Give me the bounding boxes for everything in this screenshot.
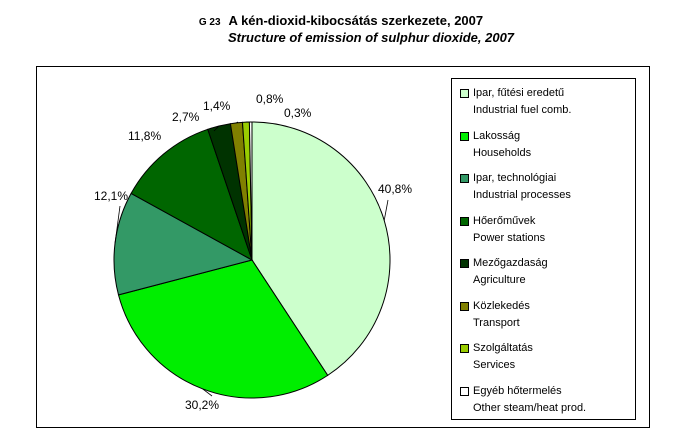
figure-code: G 23 [198, 17, 221, 28]
legend-swatch [460, 344, 469, 353]
legend-label-hu: Hőerőművek [473, 214, 536, 227]
slice-label-1: 40,8% [378, 182, 412, 196]
chart-frame [36, 66, 650, 428]
slice-label-5: 2,7% [172, 110, 200, 124]
legend-item-7: Szolgáltatás Services [460, 340, 533, 374]
legend-item-3: Ipar, technológiai Industrial processes [460, 170, 571, 204]
chart-title: G 23 A kén-dioxid-kibocsátás szerkezete, … [0, 13, 682, 31]
pie-slice-4 [130, 128, 253, 262]
legend-item-2: Lakosság Households [460, 128, 531, 162]
legend-label-hu: Mezőgazdaság [473, 257, 548, 269]
legend-label-en: Households [473, 146, 532, 159]
slice-label-4: 11,8% [128, 129, 161, 143]
legend-item-6: Közlekedés Transport [460, 298, 530, 332]
pie-slice-3 [113, 192, 254, 296]
legend-item-8: Egyéb hőtermelés Other steam/heat prod. [460, 383, 586, 417]
legend-label-hu: Ipar, technológiai [473, 172, 557, 184]
legend-item-5: Mezőgazdaság Agriculture [460, 255, 548, 289]
legend-item-1: Ipar, fűtési eredetű Industrial fuel comb… [460, 85, 571, 119]
legend-swatch [460, 386, 469, 396]
chart-legend: Ipar, fűtési eredetű Industrial fuel comb… [451, 78, 636, 420]
legend-label-hu: Közlekedés [473, 299, 530, 312]
legend-swatch [460, 301, 469, 311]
pie-slice-2 [117, 259, 329, 399]
leader-line-6 [236, 121, 239, 124]
legend-swatch [460, 89, 469, 98]
leader-line-2 [202, 388, 213, 397]
legend-label-hu: Szolgáltatás [473, 342, 533, 354]
legend-label-hu: Egyéb hőtermelés [473, 384, 562, 397]
slice-label-7: 0,8% [256, 92, 284, 106]
slice-label-3: 12,1% [94, 189, 128, 203]
slice-label-6: 1,4% [203, 99, 231, 113]
legend-swatch [460, 259, 469, 268]
legend-label-en: Industrial processes [473, 189, 571, 201]
slice-label-2: 30,2% [185, 398, 219, 412]
leader-line-5 [213, 125, 220, 132]
legend-label-en: Other steam/heat prod. [473, 401, 587, 414]
legend-label-hu: Lakosság [473, 129, 521, 142]
leader-line-1 [383, 199, 389, 221]
legend-label-en: Power stations [473, 231, 546, 244]
legend-label-en: Industrial fuel comb. [473, 104, 572, 116]
legend-swatch [460, 174, 469, 183]
legend-label-hu: Ipar, fűtési eredetű [473, 87, 565, 99]
legend-label-en: Services [473, 359, 516, 371]
leader-line-3 [114, 205, 121, 243]
slice-label-8: 0,3% [284, 106, 312, 120]
legend-label-en: Agriculture [473, 274, 526, 286]
legend-item-4: Hőerőművek Power stations [460, 213, 545, 247]
legend-swatch [460, 131, 469, 141]
legend-label-en: Transport [473, 316, 520, 329]
legend-swatch [460, 216, 469, 226]
title-hungarian: A kén-dioxid-kibocsátás szerkezete, 2007 [228, 13, 484, 28]
title-english: Structure of emission of sulphur dioxide… [227, 30, 515, 45]
